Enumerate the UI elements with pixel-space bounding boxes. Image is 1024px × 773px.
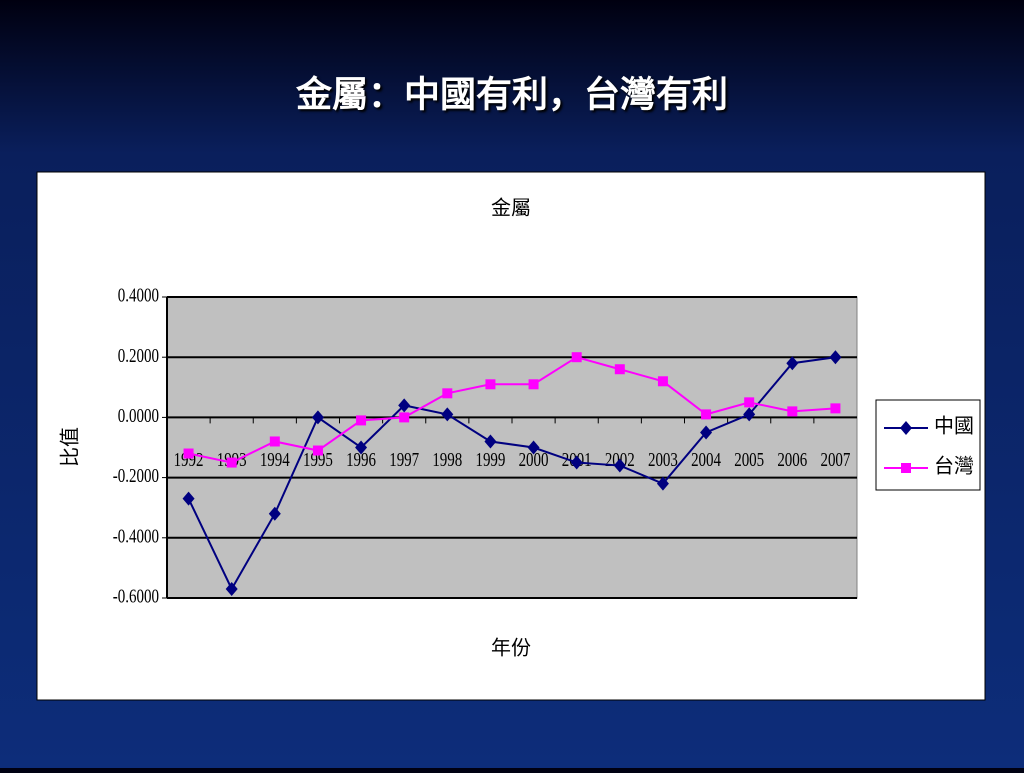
- data-point: [614, 364, 625, 375]
- data-point: [786, 356, 799, 371]
- data-point: [527, 440, 540, 455]
- data-point: [311, 410, 324, 425]
- data-point: [700, 425, 713, 440]
- data-point: [225, 581, 238, 596]
- y-axis-label: 比值: [59, 427, 82, 467]
- data-point: [528, 379, 539, 390]
- y-tick-label: 0.2000: [118, 344, 159, 367]
- legend-swatch-marker: [900, 421, 912, 435]
- data-point: [657, 376, 668, 387]
- data-point: [613, 458, 626, 473]
- data-point: [570, 455, 583, 470]
- data-point: [355, 440, 368, 455]
- x-tick-label: 2007: [820, 448, 850, 471]
- x-tick-label: 2005: [734, 448, 764, 471]
- data-point: [312, 445, 323, 456]
- legend-label: 中國: [934, 415, 974, 438]
- data-point: [485, 379, 496, 390]
- data-point: [398, 398, 411, 413]
- series-line: [187, 356, 836, 592]
- legend-box: [875, 399, 981, 491]
- x-tick-label: 1995: [303, 448, 333, 471]
- plot-area: [166, 296, 858, 599]
- x-tick-label: 2003: [648, 448, 678, 471]
- data-point: [269, 436, 280, 447]
- series-line: [188, 356, 836, 464]
- data-point: [829, 350, 842, 365]
- chart-title: 金屬: [491, 197, 531, 220]
- data-point: [182, 491, 195, 506]
- data-point: [571, 352, 582, 363]
- y-tick-label: -0.2000: [113, 464, 159, 487]
- data-point: [183, 448, 194, 459]
- y-tick-label: 0.4000: [118, 283, 159, 306]
- data-point: [356, 415, 367, 426]
- x-tick-label: 1994: [260, 448, 290, 471]
- data-point: [656, 476, 669, 491]
- x-tick-label: 1999: [475, 448, 505, 471]
- x-tick-label: 1997: [389, 448, 419, 471]
- x-tick-label: 1998: [432, 448, 462, 471]
- slide-title: 金屬：中國有利，台灣有利: [295, 73, 728, 114]
- data-point: [830, 403, 841, 414]
- data-point: [484, 434, 497, 449]
- x-tick-label: 2000: [519, 448, 549, 471]
- data-point: [787, 406, 798, 417]
- legend-label: 台灣: [934, 455, 974, 478]
- data-point: [743, 407, 756, 422]
- x-tick-label: 2006: [777, 448, 807, 471]
- data-point: [442, 388, 453, 399]
- data-point: [701, 409, 712, 420]
- data-point: [744, 397, 755, 408]
- data-point: [226, 457, 237, 468]
- y-tick-label: 0.0000: [118, 404, 159, 427]
- legend-swatch-marker: [901, 463, 911, 473]
- x-tick-label: 1996: [346, 448, 376, 471]
- data-point: [399, 412, 410, 423]
- x-axis-label: 年份: [491, 637, 531, 660]
- y-tick-label: -0.6000: [113, 584, 159, 607]
- x-tick-label: 1992: [174, 448, 204, 471]
- y-tick-label: -0.4000: [113, 524, 159, 547]
- data-point: [268, 506, 281, 521]
- data-point: [441, 407, 454, 422]
- x-tick-label: 2004: [691, 448, 721, 471]
